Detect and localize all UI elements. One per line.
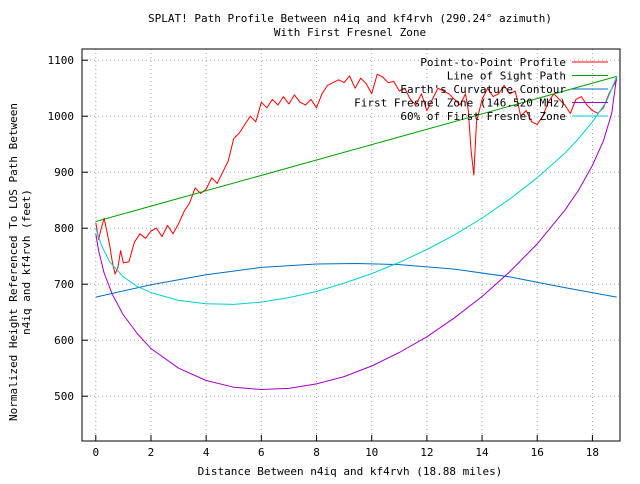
axis-ticks: 0 2 4 6 8 10 12 14 16 18 500 600 700 800 900 1000 1100 [48,54,600,459]
series-line-first-fresnel-zone-146-520-mhz [95,76,618,390]
legend-label: Line of Sight Path [447,70,566,83]
plot-frame [81,48,621,442]
legend-label: Earth's Curvature Contour [400,83,566,96]
y-tick-label: 700 [54,278,74,291]
x-tick-label: 8 [313,446,320,459]
y-tick-label: 900 [54,166,74,179]
y-axis-label-line1: Normalized Height Referenced To LOS Path… [7,103,20,421]
series-line-60-of-first-fresnel-zone [95,76,618,305]
y-tick-label: 800 [54,222,74,235]
y-tick-label: 1000 [48,110,75,123]
series-line-line-of-sight-path [95,75,617,222]
x-tick-label: 2 [148,446,155,459]
x-tick-label: 14 [475,446,489,459]
x-tick-label: 10 [365,446,378,459]
y-tick-label: 600 [54,334,74,347]
series-line-earth-s-curvature-contour [95,263,617,298]
x-tick-label: 6 [258,446,265,459]
grid [82,49,620,441]
x-axis-label: Distance Between n4iq and kf4rvh (18.88 … [198,465,503,478]
x-tick-label: 16 [531,446,544,459]
x-tick-label: 12 [420,446,433,459]
y-tick-label: 1100 [48,54,75,67]
series-line-point-to-point-profile [95,73,618,275]
x-tick-label: 0 [92,446,99,459]
chart-subtitle: With First Fresnel Zone [274,26,426,39]
series-group [95,73,618,390]
chart-title: SPLAT! Path Profile Between n4iq and kf4… [148,12,552,25]
legend-label: Point-to-Point Profile [420,56,566,69]
x-tick-label: 4 [203,446,210,459]
y-tick-label: 500 [54,390,74,403]
x-tick-label: 18 [586,446,599,459]
legend-label: 60% of First Fresnel Zone [400,110,566,123]
y-axis-label-line2: n4iq and kf4rvh (feet) [20,189,33,335]
legend-label: First Fresnel Zone (146.520 MHz) [354,97,566,110]
